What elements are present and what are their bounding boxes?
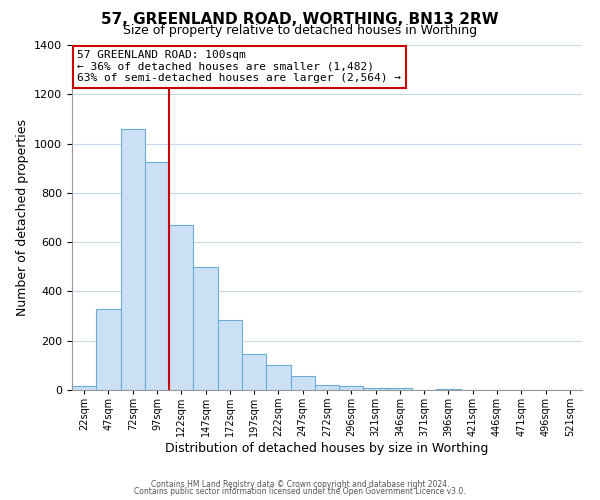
Bar [315,385,339,390]
Bar [72,386,96,390]
Bar [96,309,121,390]
X-axis label: Distribution of detached houses by size in Worthing: Distribution of detached houses by size … [166,442,488,455]
Bar [193,267,218,390]
Text: 57 GREENLAND ROAD: 100sqm
← 36% of detached houses are smaller (1,482)
63% of se: 57 GREENLAND ROAD: 100sqm ← 36% of detac… [77,50,401,84]
Text: Contains public sector information licensed under the Open Government Licence v3: Contains public sector information licen… [134,488,466,496]
Bar [169,225,193,390]
Bar [121,129,145,390]
Text: 57, GREENLAND ROAD, WORTHING, BN13 2RW: 57, GREENLAND ROAD, WORTHING, BN13 2RW [101,12,499,28]
Bar [242,354,266,390]
Bar [364,388,388,390]
Bar [266,366,290,390]
Bar [436,389,461,390]
Y-axis label: Number of detached properties: Number of detached properties [16,119,29,316]
Text: Size of property relative to detached houses in Worthing: Size of property relative to detached ho… [123,24,477,37]
Text: Contains HM Land Registry data © Crown copyright and database right 2024.: Contains HM Land Registry data © Crown c… [151,480,449,489]
Bar [339,386,364,390]
Bar [145,162,169,390]
Bar [218,320,242,390]
Bar [290,376,315,390]
Bar [388,388,412,390]
